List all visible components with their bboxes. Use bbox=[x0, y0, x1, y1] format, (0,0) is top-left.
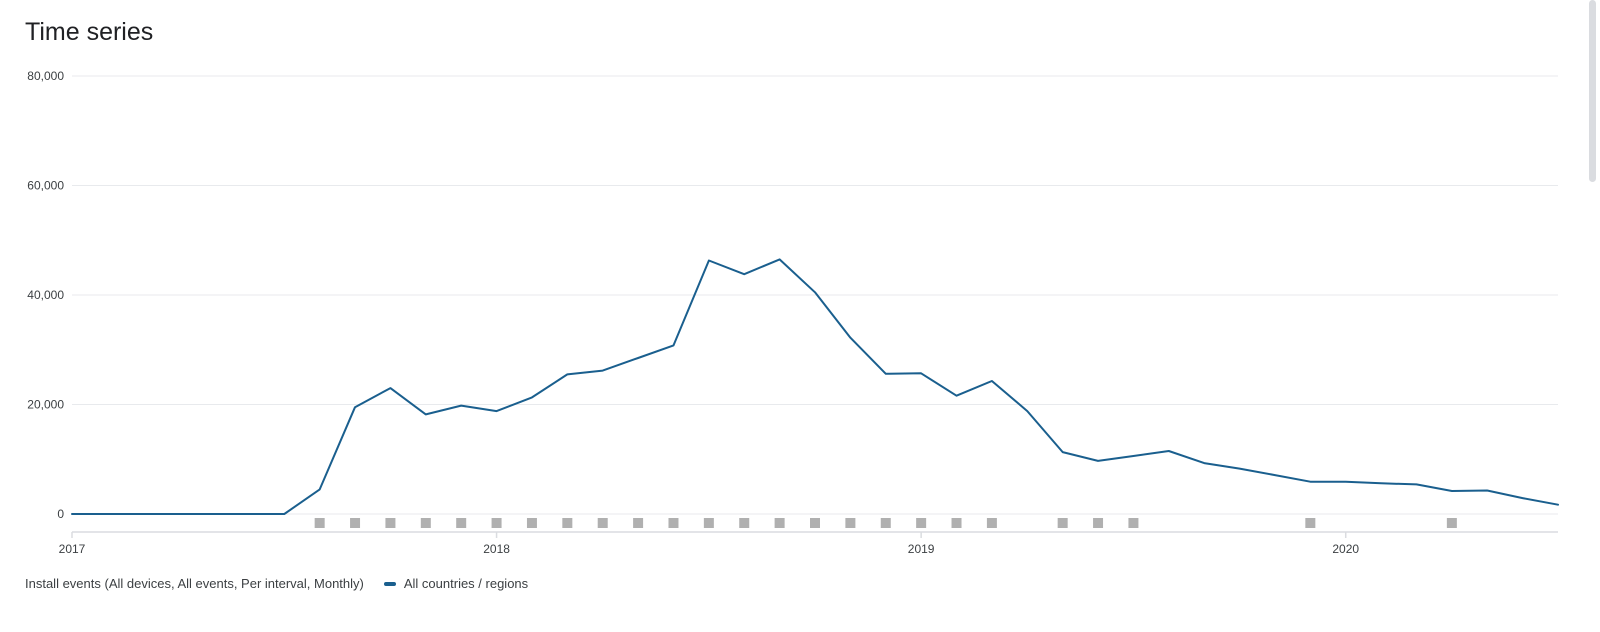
y-tick-label: 20,000 bbox=[27, 398, 64, 412]
y-tick-label: 60,000 bbox=[27, 179, 64, 193]
annotation-markers[interactable] bbox=[314, 518, 1457, 528]
legend-series-label[interactable]: All countries / regions bbox=[403, 576, 529, 591]
annotation-marker[interactable] bbox=[774, 518, 785, 528]
y-tick-label: 0 bbox=[57, 507, 64, 521]
annotation-marker[interactable] bbox=[1057, 518, 1068, 528]
legend-swatch bbox=[383, 581, 396, 586]
series-line[interactable] bbox=[71, 258, 1559, 515]
annotation-marker[interactable] bbox=[385, 518, 396, 528]
annotation-marker[interactable] bbox=[951, 518, 962, 528]
annotation-marker[interactable] bbox=[1128, 518, 1139, 528]
chart-title: Time series bbox=[25, 18, 154, 46]
annotation-marker[interactable] bbox=[456, 518, 467, 528]
annotation-marker[interactable] bbox=[668, 518, 679, 528]
annotation-marker[interactable] bbox=[491, 518, 502, 528]
y-tick-label: 40,000 bbox=[27, 288, 64, 302]
series-layer bbox=[71, 258, 1559, 515]
x-tick-label: 2020 bbox=[1332, 542, 1359, 556]
annotation-marker[interactable] bbox=[420, 518, 431, 528]
legend-description: Install events (All devices, All events,… bbox=[25, 576, 364, 591]
y-tick-label: 80,000 bbox=[27, 69, 64, 83]
annotation-marker[interactable] bbox=[810, 518, 820, 528]
annotation-marker[interactable] bbox=[1446, 518, 1457, 528]
annotation-marker[interactable] bbox=[526, 518, 537, 528]
annotation-marker[interactable] bbox=[562, 518, 573, 528]
annotation-marker[interactable] bbox=[1305, 518, 1316, 528]
annotation-marker[interactable] bbox=[597, 518, 608, 528]
annotation-marker[interactable] bbox=[703, 518, 714, 528]
annotation-marker[interactable] bbox=[880, 518, 891, 528]
annotation-marker[interactable] bbox=[314, 518, 325, 528]
annotation-marker[interactable] bbox=[633, 518, 644, 528]
legend: Install events (All devices, All events,… bbox=[25, 576, 528, 591]
annotation-marker[interactable] bbox=[845, 518, 856, 528]
grid-layer bbox=[72, 75, 1558, 515]
annotation-marker[interactable] bbox=[986, 518, 997, 528]
annotation-marker[interactable] bbox=[1093, 518, 1104, 528]
x-tick-label: 2018 bbox=[483, 542, 510, 556]
annotation-marker[interactable] bbox=[739, 518, 750, 528]
annotation-marker[interactable] bbox=[916, 518, 927, 528]
scrollbar-thumb[interactable] bbox=[1589, 0, 1596, 182]
x-axis: 2017 2018 2019 2020 bbox=[59, 531, 1558, 556]
annotation-marker[interactable] bbox=[350, 518, 361, 528]
y-axis-labels: 0 20,000 40,000 60,000 80,000 bbox=[27, 69, 64, 521]
x-tick-label: 2019 bbox=[908, 542, 935, 556]
x-tick-label: 2017 bbox=[59, 542, 86, 556]
